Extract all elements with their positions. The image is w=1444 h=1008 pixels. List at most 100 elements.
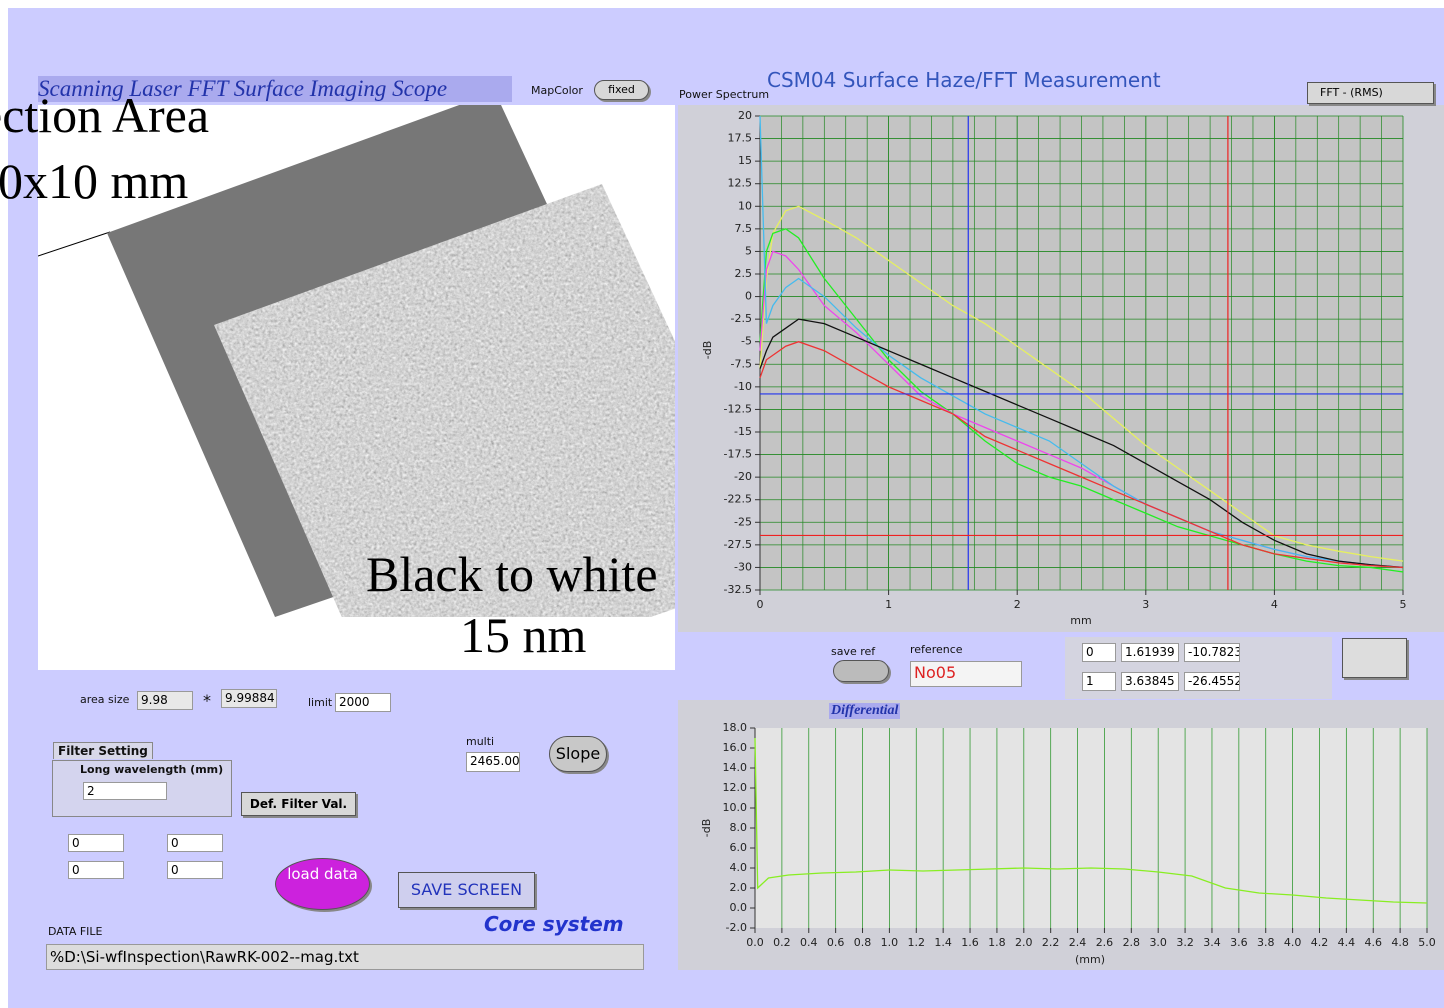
- save-ref-button[interactable]: [833, 660, 889, 682]
- chart-title: Differential: [829, 703, 900, 719]
- numeric-field[interactable]: 0: [68, 834, 124, 852]
- mode-button[interactable]: FFT - (RMS): [1307, 82, 1434, 104]
- x-tick-label: 0.0: [746, 936, 764, 949]
- y-tick-label: -12.5: [724, 402, 752, 415]
- overlay-text: 15 nm: [460, 606, 586, 664]
- label: area size: [80, 693, 129, 706]
- tab[interactable]: Filter Setting: [53, 742, 153, 759]
- y-tick-label: -7.5: [731, 357, 752, 370]
- x-tick-label: 2: [1014, 598, 1021, 611]
- y-tick-label: 10: [738, 199, 752, 212]
- cursor-cell[interactable]: 3.63845: [1121, 672, 1179, 691]
- load-data-button[interactable]: load data: [275, 858, 370, 910]
- y-tick-label: 15: [738, 154, 752, 167]
- overlay-text: 0x10 mm: [0, 152, 188, 210]
- y-tick-label: 6.0: [730, 841, 748, 854]
- y-tick-label: 0: [745, 290, 752, 303]
- chart-title: CSM04 Surface Haze/FFT Measurement: [767, 68, 1161, 92]
- x-tick-label: 2.0: [1015, 936, 1033, 949]
- x-axis-label: mm: [1070, 614, 1091, 627]
- x-tick-label: 5: [1400, 598, 1407, 611]
- numeric-field[interactable]: 0: [167, 861, 223, 879]
- x-tick-label: 1.0: [881, 936, 899, 949]
- x-tick-label: 5.0: [1418, 936, 1436, 949]
- y-tick-label: 10.0: [723, 801, 748, 814]
- y-tick-label: 16.0: [723, 741, 748, 754]
- y-tick-label: -10: [734, 380, 752, 393]
- y-tick-label: 4.0: [730, 861, 748, 874]
- y-tick-label: 2.0: [730, 881, 748, 894]
- numeric-field[interactable]: 0: [68, 861, 124, 879]
- label: multi: [466, 735, 494, 748]
- x-tick-label: 0: [757, 598, 764, 611]
- def-filter-button[interactable]: Def. Filter Val.: [241, 792, 356, 816]
- file-path[interactable]: %D:\Si-wfInspection\RawRK-002--mag.txt: [46, 944, 644, 970]
- y-tick-label: 18.0: [723, 721, 748, 734]
- x-tick-label: 2.2: [1042, 936, 1060, 949]
- x-tick-label: 1.2: [908, 936, 926, 949]
- y-tick-label: -30: [734, 560, 752, 573]
- x-tick-label: 3.4: [1203, 936, 1221, 949]
- label: MapColor: [531, 84, 583, 97]
- y-tick-label: 7.5: [735, 222, 753, 235]
- x-tick-label: 0.2: [773, 936, 791, 949]
- save-screen-button[interactable]: SAVE SCREEN: [398, 872, 535, 908]
- numeric-field[interactable]: 9.98: [137, 691, 193, 710]
- label: limit: [308, 696, 332, 709]
- cursor-cell[interactable]: 1: [1082, 672, 1116, 691]
- x-tick-label: 3.0: [1149, 936, 1167, 949]
- y-tick-label: -22.5: [724, 493, 752, 506]
- cursor-cell[interactable]: -26.4552: [1184, 672, 1240, 691]
- x-tick-label: 0.8: [854, 936, 872, 949]
- overlay-text: Black to white: [366, 545, 658, 603]
- overlay-text: ection Area: [0, 86, 209, 144]
- y-tick-label: -20: [734, 470, 752, 483]
- x-tick-label: 0.6: [827, 936, 845, 949]
- cursor-cell[interactable]: 1.61939: [1121, 643, 1179, 662]
- label: *: [203, 691, 211, 710]
- cursor-cell[interactable]: 0: [1082, 643, 1116, 662]
- cursor-cell[interactable]: -10.7823: [1184, 643, 1240, 662]
- label: DATA FILE: [48, 925, 102, 938]
- x-tick-label: 0.4: [800, 936, 818, 949]
- x-tick-label: 1.8: [988, 936, 1006, 949]
- label: Long wavelength (mm): [80, 763, 223, 776]
- numeric-field[interactable]: 2000: [335, 693, 391, 712]
- y-tick-label: -25: [734, 515, 752, 528]
- y-tick-label: 20: [738, 109, 752, 122]
- y-tick-label: 17.5: [728, 132, 753, 145]
- x-tick-label: 4.4: [1338, 936, 1356, 949]
- zoom-button[interactable]: [1342, 638, 1407, 678]
- y-tick-label: -15: [734, 425, 752, 438]
- y-tick-label: -32.5: [724, 583, 752, 596]
- x-tick-label: 3.2: [1176, 936, 1194, 949]
- x-axis-label: (mm): [1075, 953, 1105, 966]
- label: save ref: [831, 645, 875, 658]
- y-axis-label: -dB: [701, 341, 714, 360]
- x-tick-label: 4.8: [1391, 936, 1409, 949]
- reference-field[interactable]: No05: [910, 661, 1022, 687]
- numeric-field[interactable]: 2: [83, 782, 167, 800]
- x-tick-label: 4.0: [1284, 936, 1302, 949]
- y-tick-label: -27.5: [724, 538, 752, 551]
- map-color-button[interactable]: fixed: [594, 80, 649, 100]
- slope-button[interactable]: Slope: [549, 736, 607, 772]
- x-tick-label: 3.8: [1257, 936, 1275, 949]
- y-tick-label: 0.0: [730, 901, 748, 914]
- y-tick-label: 12.5: [728, 177, 753, 190]
- numeric-field[interactable]: 2465.00: [466, 752, 520, 772]
- y-tick-label: -17.5: [724, 448, 752, 461]
- label: reference: [910, 643, 963, 656]
- y-tick-label: 5: [745, 244, 752, 257]
- y-axis-label: -dB: [700, 819, 713, 838]
- x-tick-label: 2.4: [1069, 936, 1087, 949]
- x-tick-label: 1.4: [934, 936, 952, 949]
- x-tick-label: 2.6: [1096, 936, 1114, 949]
- x-tick-label: 4: [1271, 598, 1278, 611]
- x-tick-label: 1: [885, 598, 892, 611]
- numeric-field[interactable]: 9.99884: [221, 689, 277, 708]
- x-tick-label: 4.6: [1364, 936, 1382, 949]
- numeric-field[interactable]: 0: [167, 834, 223, 852]
- y-tick-label: 8.0: [730, 821, 748, 834]
- x-tick-label: 3: [1142, 598, 1149, 611]
